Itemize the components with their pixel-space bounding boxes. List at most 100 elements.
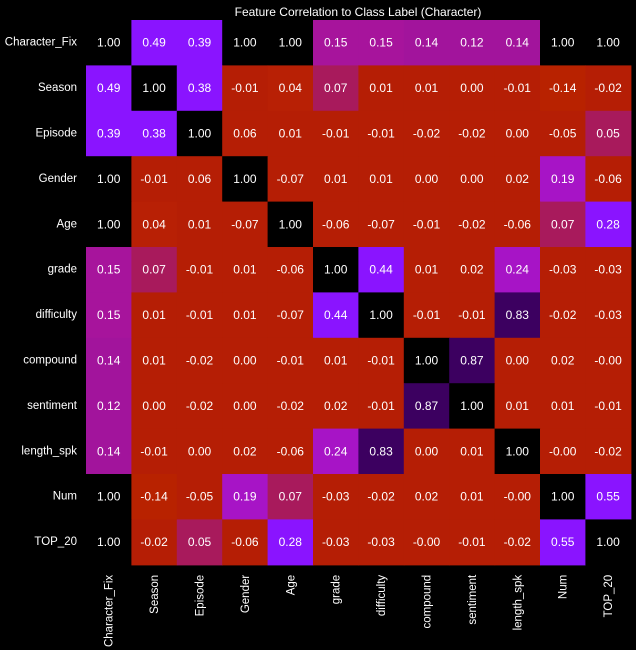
heatmap-cell-Num-difficulty: [358, 474, 405, 520]
cell-value-label: 1.00: [415, 354, 439, 368]
cell-value-label: 1.00: [279, 217, 303, 231]
heatmap-cell-Season-sentiment: [449, 65, 496, 112]
cell-value-label: 1.00: [551, 36, 575, 50]
heatmap-cell-Age-compound: [403, 201, 450, 248]
cell-value-label: -0.02: [277, 399, 305, 413]
cell-value-label: 0.04: [279, 81, 303, 95]
x-tick-label: Gender: [240, 575, 252, 614]
cell-value-label: 1.00: [324, 263, 348, 277]
cell-value-label: 0.02: [324, 399, 348, 413]
heatmap-cell-compound-TOP_20: [585, 337, 632, 384]
cell-value-label: -0.00: [549, 444, 577, 458]
cell-value-label: -0.03: [549, 263, 577, 277]
cell-value-label: 1.00: [97, 172, 121, 186]
heatmap-cell-grade-Episode: [176, 247, 223, 293]
cell-value-label: -0.02: [594, 444, 622, 458]
heatmap-cell-TOP_20-length_spk: [494, 519, 541, 566]
cell-value-label: 0.14: [415, 36, 439, 50]
heatmap-cell-compound-Season: [131, 337, 178, 384]
cell-value-label: 0.14: [97, 354, 121, 368]
heatmap-cell-Num-Age: [267, 474, 314, 520]
heatmap-cell-grade-Num: [540, 247, 586, 293]
y-axis-tick-labels: Character_Fix Season Episode Gender Age grade…: [5, 37, 78, 548]
x-tick-label: Age: [285, 575, 297, 595]
cell-value-label: -0.05: [549, 127, 577, 141]
heatmap-cell-TOP_20-Age: [267, 519, 314, 566]
cell-value-label: 0.01: [369, 172, 393, 186]
heatmap-cell-Gender-Episode: [176, 156, 223, 203]
cell-value-label: -0.06: [594, 172, 622, 186]
cell-value-label: 1.00: [369, 308, 393, 322]
cell-value-label: 1.00: [596, 535, 620, 549]
heatmap-cell-Season-TOP_20: [585, 65, 632, 112]
heatmap-cell-Episode-grade: [313, 110, 359, 157]
cell-value-label: 0.87: [415, 399, 439, 413]
heatmap-cell-Character_Fix-grade: [313, 20, 359, 66]
heatmap-cell-length_spk-Num: [540, 428, 586, 475]
heatmap-cell-length_spk-Season: [131, 428, 178, 475]
heatmap-cell-length_spk-grade: [313, 428, 359, 475]
cell-value-label: 1.00: [97, 490, 121, 504]
cell-value-label: 0.01: [369, 81, 393, 95]
cell-value-label: 0.01: [551, 399, 575, 413]
heatmap-cell-compound-sentiment: [449, 337, 496, 384]
cell-value-label: -0.14: [140, 490, 168, 504]
cell-value-label: -0.06: [277, 444, 305, 458]
cell-value-label: 1.00: [97, 36, 121, 50]
cell-value-label: 0.44: [324, 308, 348, 322]
cell-value-label: 0.49: [142, 36, 166, 50]
cell-value-label: -0.02: [594, 81, 622, 95]
cell-value-label: 0.01: [142, 354, 166, 368]
cell-value-label: 0.01: [233, 308, 257, 322]
heatmap-cell-difficulty-difficulty: [358, 292, 405, 339]
heatmap-cell-Age-Age: [267, 201, 314, 248]
cell-value-label: -0.06: [322, 217, 350, 231]
cell-value-label: -0.03: [594, 308, 622, 322]
cell-value-label: 0.19: [233, 490, 257, 504]
heatmap-cell-TOP_20-grade: [313, 519, 359, 566]
cell-value-label: 0.49: [97, 81, 121, 95]
y-tick-label: Age: [57, 218, 77, 230]
cell-value-label: 0.01: [415, 263, 439, 277]
heatmap-cell-Season-Episode: [176, 65, 223, 112]
heatmap-cell-Age-difficulty: [358, 201, 405, 248]
heatmap-cell-difficulty-Season: [131, 292, 178, 339]
cell-value-label: 1.00: [97, 535, 121, 549]
heatmap-cell-Gender-Num: [540, 156, 586, 203]
cell-value-label: -0.02: [504, 535, 532, 549]
heatmap-cell-Episode-sentiment: [449, 110, 496, 157]
cell-value-label: -0.07: [367, 217, 395, 231]
heatmap-cell-TOP_20-TOP_20: [585, 519, 632, 566]
cell-value-label: -0.01: [458, 308, 486, 322]
heatmap-cell-difficulty-Age: [267, 292, 314, 339]
heatmap-cell-Character_Fix-Gender: [222, 20, 269, 66]
cell-value-label: 0.07: [551, 217, 575, 231]
cell-value-label: 0.02: [233, 444, 257, 458]
heatmap-cell-length_spk-sentiment: [449, 428, 496, 475]
y-tick-label: grade: [48, 264, 77, 276]
cell-value-label: 0.07: [142, 263, 166, 277]
heatmap-cell-compound-Episode: [176, 337, 223, 384]
cell-value-label: 0.12: [97, 399, 121, 413]
heatmap-cell-compound-compound: [403, 337, 450, 384]
cell-value-label: -0.07: [231, 217, 259, 231]
heatmap-cell-Character_Fix-Character_Fix: [86, 20, 132, 66]
cell-value-label: 0.07: [279, 490, 303, 504]
x-tick-label: Episode: [195, 575, 207, 617]
x-tick-label: length_spk: [512, 575, 524, 631]
heatmap-cell-Episode-Gender: [222, 110, 269, 157]
heatmap-cell-compound-Character_Fix: [86, 337, 132, 384]
heatmap-cell-difficulty-length_spk: [494, 292, 541, 339]
heatmap-cell-TOP_20-compound: [403, 519, 450, 566]
heatmap-cell-Season-length_spk: [494, 65, 541, 112]
cell-value-label: 0.01: [188, 217, 212, 231]
cell-value-label: 1.00: [233, 36, 257, 50]
heatmap-cell-sentiment-Age: [267, 383, 314, 430]
heatmap-cell-Num-Character_Fix: [86, 474, 132, 520]
heatmap-cell-grade-Gender: [222, 247, 269, 293]
heatmap-cell-Gender-compound: [403, 156, 450, 203]
heatmap-cell-difficulty-Episode: [176, 292, 223, 339]
cell-value-label: 0.24: [506, 263, 530, 277]
heatmap-cell-Num-length_spk: [494, 474, 541, 520]
cell-value-label: 0.14: [506, 36, 530, 50]
